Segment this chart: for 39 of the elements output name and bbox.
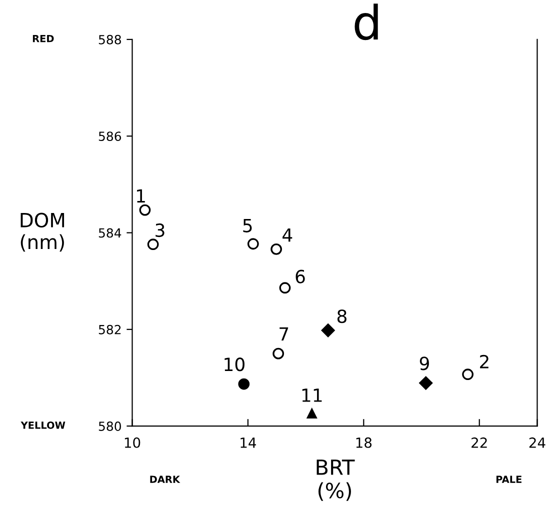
y-tick-label: 584: [98, 228, 122, 238]
annotation: 11: [302, 388, 322, 402]
point: [238, 378, 250, 390]
y-tick-label: 588: [98, 34, 121, 44]
annotation: 7: [280, 327, 288, 340]
annotation: 10: [224, 358, 244, 372]
y-axis-title: DOM (nm): [20, 212, 64, 252]
point: [270, 243, 282, 255]
chart-title: d: [354, 4, 378, 40]
point: [321, 324, 335, 338]
x-tick-label: 22: [472, 437, 487, 448]
annotation: 6: [296, 270, 305, 284]
y-tick-label: 580: [98, 422, 121, 431]
point: [147, 238, 159, 250]
x-tick-label: 24: [529, 437, 546, 448]
x-axis-title: BRT (%): [316, 460, 355, 501]
text: YELLOW: [20, 422, 66, 429]
annotation: 8: [337, 309, 346, 324]
point: [272, 348, 284, 360]
point: [279, 282, 291, 294]
x-tick-label: 18: [356, 437, 372, 448]
point: [139, 204, 151, 216]
annotation: 1: [137, 189, 145, 203]
y-tick-label: 586: [98, 132, 122, 142]
annotation: 5: [243, 219, 252, 232]
text: RED: [32, 35, 54, 42]
x-tick-label: 14: [240, 438, 256, 448]
point: [306, 408, 317, 418]
annotation: 4: [282, 228, 292, 242]
point: [247, 238, 259, 250]
point: [462, 368, 474, 380]
text: PALE: [496, 476, 522, 483]
annotation: 2: [480, 354, 488, 368]
y-tick-label: 582: [98, 324, 121, 334]
annotation: 3: [156, 223, 164, 238]
annotation: 9: [420, 356, 429, 370]
point: [419, 376, 433, 390]
text: DARK: [150, 476, 180, 483]
x-tick-label: 10: [124, 437, 140, 448]
